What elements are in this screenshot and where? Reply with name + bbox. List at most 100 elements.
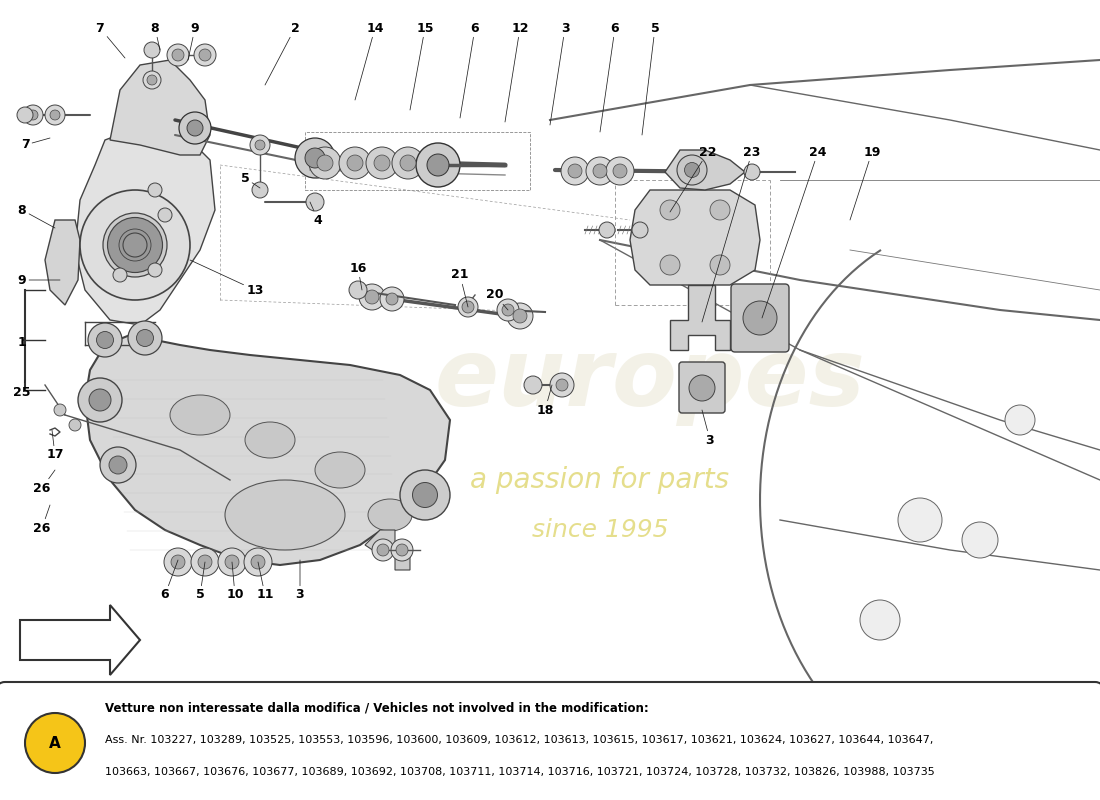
Ellipse shape	[368, 499, 412, 531]
Circle shape	[556, 379, 568, 391]
Ellipse shape	[226, 480, 345, 550]
Text: 6: 6	[600, 22, 619, 132]
Circle shape	[416, 143, 460, 187]
Circle shape	[100, 447, 136, 483]
Circle shape	[427, 154, 449, 176]
Circle shape	[359, 284, 385, 310]
Text: 24: 24	[762, 146, 827, 318]
Circle shape	[613, 164, 627, 178]
Text: 5: 5	[642, 22, 659, 135]
Circle shape	[586, 157, 614, 185]
Text: 18: 18	[537, 385, 553, 417]
Circle shape	[600, 222, 615, 238]
Text: since 1995: since 1995	[531, 518, 669, 542]
Circle shape	[561, 157, 588, 185]
Text: europes: europes	[434, 334, 866, 426]
Text: 3: 3	[702, 410, 714, 446]
Circle shape	[400, 470, 450, 520]
Circle shape	[550, 373, 574, 397]
Text: 7: 7	[96, 22, 125, 58]
Circle shape	[179, 112, 211, 144]
Circle shape	[148, 263, 162, 277]
Polygon shape	[45, 220, 80, 305]
Circle shape	[144, 42, 159, 58]
Polygon shape	[365, 530, 410, 570]
Circle shape	[23, 105, 43, 125]
Circle shape	[250, 135, 270, 155]
Circle shape	[108, 218, 163, 273]
Text: 10: 10	[227, 562, 244, 602]
Circle shape	[684, 162, 700, 178]
Circle shape	[80, 190, 190, 300]
Circle shape	[306, 193, 324, 211]
Text: 15: 15	[410, 22, 433, 110]
Circle shape	[390, 539, 412, 561]
Text: 9: 9	[188, 22, 199, 60]
Polygon shape	[110, 60, 210, 155]
Text: a passion for parts: a passion for parts	[471, 466, 729, 494]
Text: 2: 2	[265, 22, 299, 85]
Text: 26: 26	[33, 505, 51, 534]
Circle shape	[366, 147, 398, 179]
Circle shape	[164, 548, 192, 576]
Circle shape	[226, 555, 239, 569]
Circle shape	[497, 299, 519, 321]
Circle shape	[252, 182, 268, 198]
Circle shape	[374, 155, 390, 171]
Circle shape	[50, 110, 60, 120]
Circle shape	[400, 155, 416, 171]
Circle shape	[78, 378, 122, 422]
Circle shape	[170, 555, 185, 569]
Text: 19: 19	[850, 146, 881, 220]
Circle shape	[54, 404, 66, 416]
Text: A: A	[50, 735, 60, 750]
Circle shape	[898, 498, 942, 542]
Circle shape	[103, 213, 167, 277]
Circle shape	[158, 208, 172, 222]
Circle shape	[365, 290, 380, 304]
Circle shape	[167, 44, 189, 66]
Circle shape	[462, 301, 474, 313]
Text: 5: 5	[241, 171, 260, 188]
Circle shape	[128, 321, 162, 355]
Circle shape	[860, 600, 900, 640]
Circle shape	[136, 330, 154, 346]
Circle shape	[507, 303, 534, 329]
Circle shape	[123, 233, 147, 257]
Circle shape	[295, 138, 336, 178]
Text: 22: 22	[670, 146, 717, 212]
Circle shape	[198, 555, 212, 569]
Circle shape	[88, 323, 122, 357]
Text: 21: 21	[451, 269, 469, 307]
Circle shape	[194, 44, 216, 66]
Circle shape	[147, 75, 157, 85]
Text: 3: 3	[296, 560, 305, 602]
Circle shape	[255, 140, 265, 150]
Circle shape	[109, 456, 126, 474]
Circle shape	[1005, 405, 1035, 435]
Circle shape	[244, 548, 272, 576]
Text: 11: 11	[256, 562, 274, 602]
Circle shape	[187, 120, 204, 136]
Circle shape	[744, 164, 760, 180]
Circle shape	[143, 71, 161, 89]
Text: 103663, 103667, 103676, 103677, 103689, 103692, 103708, 103711, 103714, 103716, : 103663, 103667, 103676, 103677, 103689, …	[104, 767, 935, 777]
Text: 8: 8	[151, 22, 160, 50]
Text: 20: 20	[486, 289, 508, 310]
Circle shape	[386, 293, 398, 305]
Circle shape	[372, 539, 394, 561]
Text: 17: 17	[46, 430, 64, 462]
Text: 13: 13	[190, 260, 264, 297]
FancyBboxPatch shape	[679, 362, 725, 413]
Text: 5: 5	[196, 562, 205, 602]
Circle shape	[606, 157, 634, 185]
Circle shape	[392, 147, 424, 179]
Circle shape	[317, 155, 333, 171]
Text: 7: 7	[21, 138, 50, 151]
Circle shape	[660, 200, 680, 220]
Bar	[305, 132, 530, 190]
Circle shape	[689, 375, 715, 401]
Circle shape	[309, 147, 341, 179]
Text: 6: 6	[460, 22, 480, 118]
Circle shape	[412, 482, 438, 507]
